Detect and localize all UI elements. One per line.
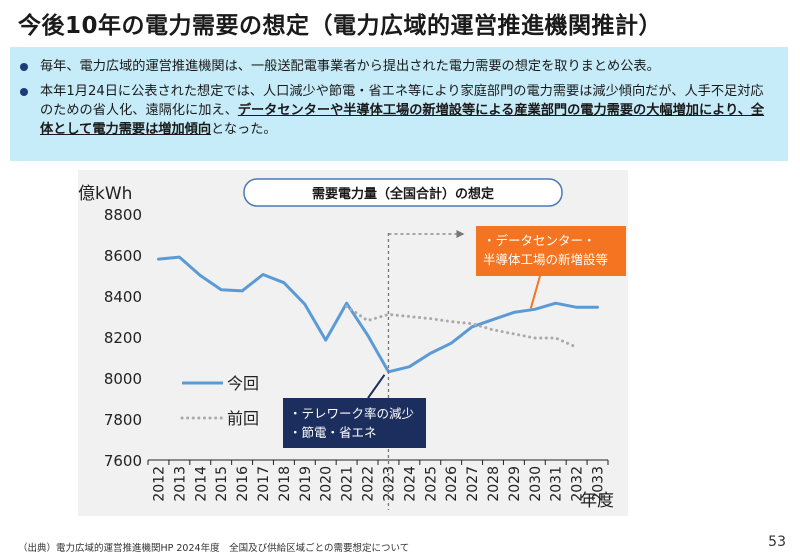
x-tick-label: 2023 — [381, 466, 397, 502]
data-point — [513, 333, 515, 335]
data-point — [575, 346, 577, 348]
data-point — [534, 337, 536, 339]
data-point — [492, 329, 494, 331]
annotation-text-datacenter: 半導体工場の新増設等 — [483, 252, 608, 267]
data-point — [366, 319, 368, 321]
data-point — [534, 308, 536, 310]
y-axis-unit: 億kWh — [78, 184, 132, 204]
page-number: 53 — [768, 534, 786, 550]
x-tick-label: 2016 — [235, 466, 251, 502]
data-point — [471, 322, 473, 324]
bullet-item-2: 本年1月24日に公表された想定では、人口減少や節電・省エネ等により家庭部門の電力… — [20, 82, 774, 139]
annotation-pointer-datacenter — [529, 275, 541, 309]
data-point — [596, 306, 598, 308]
y-tick-label: 7600 — [104, 452, 142, 470]
annotation-text-telework: ・節電・省エネ — [289, 425, 377, 440]
data-point — [366, 334, 368, 336]
data-point — [408, 315, 410, 317]
data-point — [241, 290, 243, 292]
data-point — [178, 256, 180, 258]
data-point — [429, 352, 431, 354]
data-point — [429, 317, 431, 319]
y-tick-label: 8800 — [104, 206, 142, 224]
annotation-pointer-telework — [367, 374, 386, 399]
annotation-text-telework: ・テレワーク率の減少 — [289, 406, 414, 421]
y-tick-label: 8200 — [104, 329, 142, 347]
bullet-2-tail: となった。 — [211, 122, 277, 137]
x-tick-label: 2020 — [319, 466, 335, 502]
x-tick-label: 2032 — [570, 466, 586, 502]
x-tick-label: 2013 — [172, 466, 188, 502]
x-tick-label: 2021 — [340, 466, 356, 502]
x-tick-label: 2022 — [361, 466, 377, 502]
data-point — [408, 366, 410, 368]
source-footnote: （出典）電力広域的運営推進機関HP 2024年度 全国及び供給区域ごとの需要想定… — [18, 543, 410, 554]
x-tick-label: 2025 — [423, 466, 439, 502]
slide-title: 今後10年の電力需要の想定（電力広域的運営推進機関推計） — [18, 13, 663, 39]
line-chart: 需要電力量（全国合計）の想定 億kWh 年度 7600 7800 8000 8200 8… — [78, 178, 626, 511]
x-axis-label: 年度 — [580, 491, 614, 511]
x-tick-label: 2031 — [549, 466, 565, 502]
x-tick-label: 2017 — [256, 466, 272, 502]
annotation-text-datacenter: ・データセンター・ — [483, 233, 596, 248]
data-point — [471, 326, 473, 328]
x-tick-label: 2029 — [507, 466, 523, 502]
data-point — [450, 320, 452, 322]
x-tick-label: 2024 — [402, 466, 418, 502]
x-tick-label: 2014 — [193, 466, 209, 502]
data-point — [450, 342, 452, 344]
x-tick-label: 2033 — [591, 466, 607, 502]
series-line-previous — [345, 304, 579, 349]
data-point — [325, 339, 327, 341]
chart-panel: 需要電力量（全国合計）の想定 億kWh 年度 7600 7800 8000 8200 8… — [78, 170, 628, 516]
chart-title: 需要電力量（全国合計）の想定 — [312, 186, 494, 202]
data-point — [555, 337, 557, 339]
data-point — [157, 258, 159, 260]
data-point — [262, 273, 264, 275]
x-tick-label: 2012 — [151, 466, 167, 502]
x-tick-label: 2030 — [528, 466, 544, 502]
x-tick-label: 2015 — [214, 466, 230, 502]
data-point — [345, 305, 347, 307]
data-point — [220, 289, 222, 291]
x-tick-label: 2026 — [444, 466, 460, 502]
legend-label-previous: 前回 — [227, 409, 259, 428]
y-tick-label: 8600 — [104, 247, 142, 265]
y-tick-label: 8400 — [104, 288, 142, 306]
bullet-item-1: 毎年、電力広域的運営推進機関は、一般送配電事業者から提出された電力需要の想定を取… — [20, 57, 774, 76]
x-tick-label: 2019 — [298, 466, 314, 502]
data-point — [283, 281, 285, 283]
bullet-2-text: 本年1月24日に公表された想定では、人口減少や節電・省エネ等により家庭部門の電力… — [40, 84, 764, 118]
annotation-box-datacenter — [476, 226, 626, 276]
data-point — [513, 311, 515, 313]
legend-label-current: 今回 — [227, 374, 259, 393]
data-point — [555, 302, 557, 304]
series-line-current — [157, 255, 599, 374]
annotation-box-telework — [283, 398, 426, 448]
data-point — [492, 318, 494, 320]
x-tick-label: 2027 — [465, 466, 481, 502]
chart-title-frame — [243, 178, 563, 207]
summary-box: 毎年、電力広域的運営推進機関は、一般送配電事業者から提出された電力需要の想定を取… — [10, 47, 788, 161]
data-point — [575, 306, 577, 308]
y-tick-label: 7800 — [104, 411, 142, 429]
x-tick-label: 2028 — [486, 466, 502, 502]
data-point — [345, 302, 347, 304]
y-tick-label: 8000 — [104, 370, 142, 388]
x-tick-label: 2018 — [277, 466, 293, 502]
data-point — [304, 303, 306, 305]
data-point — [199, 274, 201, 276]
bullet-2-emphasis: データセンターや半導体工場の新増設等による産業部門の電力需要の大幅増加により、全… — [40, 103, 765, 137]
forecast-arrow-head — [456, 230, 465, 238]
